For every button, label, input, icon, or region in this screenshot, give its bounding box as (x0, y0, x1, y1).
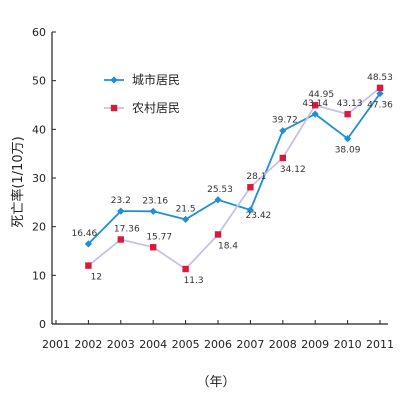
y-tick-label: 30 (32, 172, 46, 185)
data-point-marker (117, 207, 125, 215)
y-tick-label: 60 (32, 26, 46, 39)
data-label: 12 (91, 273, 102, 283)
x-tick-label: 2008 (269, 338, 297, 351)
x-tick-label: 2009 (301, 338, 329, 351)
data-point-marker (85, 262, 92, 269)
data-label: 44.95 (308, 90, 334, 100)
x-tick-label: 2004 (139, 338, 167, 351)
data-point-marker (246, 206, 254, 214)
data-point-marker (214, 196, 222, 204)
data-point-marker (117, 236, 124, 243)
y-tick-label: 10 (32, 269, 46, 282)
y-tick-label: 40 (32, 123, 46, 136)
data-label: 39.72 (272, 116, 298, 126)
series-lines (87, 87, 381, 271)
x-tick-label: 2010 (334, 338, 362, 351)
data-point-marker (247, 184, 254, 191)
data-point-marker (149, 207, 157, 215)
tick-labels: 0 10 20 30 40 50 60 2001 2002 2003 2004 2005 2006 200… (32, 26, 394, 351)
data-label: 23.16 (142, 196, 168, 206)
data-label: 25.53 (207, 185, 233, 195)
y-tick-label: 0 (39, 318, 46, 331)
legend-swatch-marker (110, 104, 118, 112)
data-labels: 16.46 23.2 23.16 21.5 25.53 23.42 39.72 43.14 38… (72, 73, 394, 286)
data-point-marker (311, 110, 319, 118)
data-label: 16.46 (72, 229, 98, 239)
x-tick-label: 2001 (42, 338, 70, 351)
data-label: 48.53 (367, 73, 393, 83)
series-line-2 (87, 87, 381, 271)
y-axis-title: 死亡率(1/10万) (10, 136, 26, 227)
data-point-marker (376, 89, 384, 98)
axes (51, 31, 388, 325)
data-label: 11.3 (184, 276, 204, 286)
x-axis-title: （年） (196, 375, 235, 390)
series-markers (84, 84, 384, 273)
data-point-marker (312, 102, 319, 109)
data-label: 38.09 (335, 146, 361, 156)
data-point-marker (182, 215, 190, 223)
data-label: 21.5 (176, 204, 196, 214)
x-tick-label: 2006 (204, 338, 232, 351)
data-point-marker (344, 135, 352, 143)
data-label: 23.42 (246, 211, 272, 221)
data-label: 15.77 (146, 232, 172, 242)
x-tick-label: 2007 (236, 338, 264, 351)
data-point-marker (279, 127, 287, 135)
data-point-marker (279, 154, 286, 162)
data-point-marker (84, 240, 92, 248)
series-line-1 (87, 92, 381, 245)
data-point-marker (182, 265, 189, 273)
legend-label: 城市居民 (132, 72, 180, 87)
x-tick-label: 2011 (366, 338, 394, 351)
y-tick-label: 50 (32, 75, 46, 88)
x-tick-label: 2005 (172, 338, 200, 351)
x-tick-label: 2002 (74, 338, 102, 351)
data-label: 43.13 (337, 99, 363, 109)
legend-swatch-marker (110, 76, 118, 84)
data-point-marker (376, 84, 384, 92)
x-tick-label: 2003 (107, 338, 135, 351)
data-label: 23.2 (111, 196, 131, 206)
data-point-marker (214, 231, 222, 238)
data-point-marker (344, 110, 351, 118)
data-label: 18.4 (218, 241, 238, 251)
y-tick-label: 20 (32, 221, 46, 234)
data-label: 34.12 (280, 165, 306, 175)
legend-label: 农村居民 (132, 101, 180, 115)
data-point-marker (150, 244, 157, 251)
data-label: 28.1 (246, 172, 266, 182)
data-label: 43.14 (302, 99, 328, 109)
data-label: 47.36 (367, 101, 393, 111)
data-label: 17.36 (114, 225, 140, 235)
